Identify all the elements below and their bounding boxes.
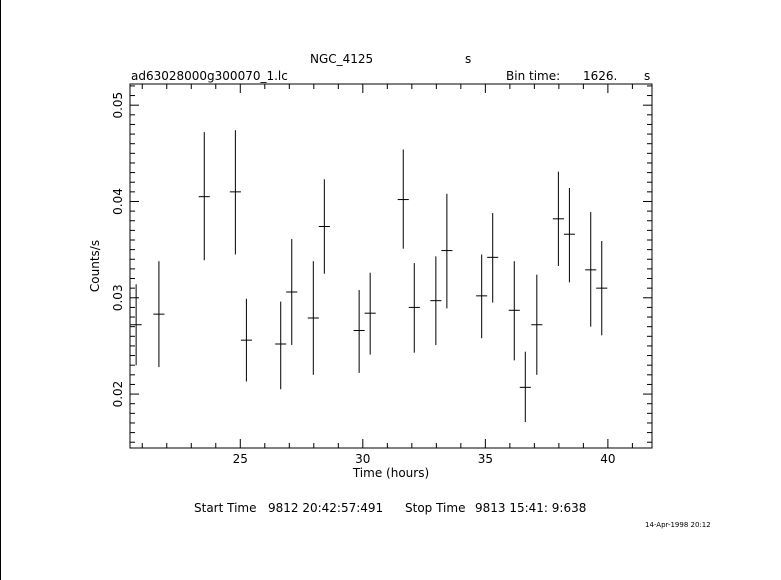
y-axis-label: Counts/s [88, 240, 102, 292]
stop-time-value: 9813 15:41: 9:638 [475, 501, 587, 515]
data-point [229, 130, 241, 255]
data-point [519, 351, 531, 422]
stop-time-label: Stop Time [405, 501, 466, 515]
data-point [441, 193, 453, 309]
start-time-label: Start Time [194, 501, 257, 515]
data-point [353, 290, 365, 373]
data-point [430, 256, 442, 345]
data-point [487, 213, 499, 303]
data-point [318, 179, 330, 274]
object-unit: s [465, 52, 472, 66]
y-tick-label: 0.04 [111, 188, 125, 215]
data-point [130, 284, 142, 366]
object-name: NGC_4125 [310, 52, 374, 66]
data-point [508, 261, 520, 361]
x-tick-label: 40 [600, 452, 615, 466]
x-tick-label: 25 [233, 452, 248, 466]
bin-time-label: Bin time: [506, 69, 561, 83]
data-point [307, 261, 319, 375]
plot-frame [129, 83, 653, 449]
left-border-rule [0, 0, 1, 580]
data-point [397, 149, 409, 249]
bin-time-value: 1626. [583, 69, 618, 83]
data-point [596, 240, 608, 336]
data-point [153, 261, 165, 368]
data-point [408, 263, 420, 353]
start-time-value: 9812 20:42:57:491 [268, 501, 384, 515]
data-point [563, 188, 575, 283]
data-point [476, 254, 488, 339]
bin-time-unit: s [644, 69, 651, 83]
data-point [364, 272, 376, 355]
axis-tick-labels: 25 30 35 40 0.02 0.03 0.04 0.05 [111, 92, 616, 466]
date-stamp: 14-Apr-1998 20:12 [645, 521, 711, 529]
axis-ticks [130, 84, 652, 448]
data-point [286, 239, 298, 345]
x-tick-label: 30 [355, 452, 370, 466]
data-point [585, 212, 597, 327]
data-point [531, 274, 543, 375]
data-point [552, 171, 564, 266]
x-axis-label: Time (hours) [352, 466, 429, 480]
y-tick-label: 0.05 [111, 92, 125, 119]
y-tick-label: 0.02 [111, 381, 125, 408]
data-points [130, 130, 608, 422]
data-point [240, 298, 252, 382]
y-tick-label: 0.03 [111, 284, 125, 311]
data-point [275, 301, 287, 390]
x-tick-label: 35 [478, 452, 493, 466]
data-point [198, 132, 210, 261]
filename-label: ad63028000g300070_1.lc [131, 69, 288, 83]
